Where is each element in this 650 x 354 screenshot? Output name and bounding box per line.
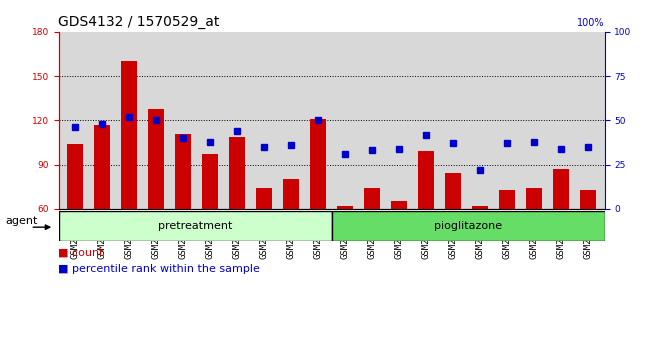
Bar [526, 188, 542, 209]
Text: ■ count: ■ count [58, 248, 104, 258]
Text: GDS4132 / 1570529_at: GDS4132 / 1570529_at [58, 16, 220, 29]
Text: 100%: 100% [577, 18, 605, 28]
Bar [391, 201, 407, 209]
Bar [283, 179, 299, 209]
Bar [332, 211, 604, 241]
Bar [202, 154, 218, 209]
Bar [418, 152, 434, 209]
Text: agent: agent [5, 216, 38, 226]
Bar [58, 211, 332, 241]
Bar [364, 188, 380, 209]
Bar [148, 109, 164, 209]
Bar [175, 133, 191, 209]
Text: ■ percentile rank within the sample: ■ percentile rank within the sample [58, 264, 261, 274]
Bar [256, 188, 272, 209]
Bar [310, 119, 326, 209]
Bar [66, 144, 83, 209]
Text: pretreatment: pretreatment [158, 221, 232, 231]
Bar [553, 169, 569, 209]
Bar [94, 125, 110, 209]
Bar [445, 173, 462, 209]
Bar [472, 206, 488, 209]
Bar [580, 190, 597, 209]
Bar [229, 137, 245, 209]
Bar [499, 190, 515, 209]
Text: pioglitazone: pioglitazone [434, 221, 502, 231]
Bar [121, 61, 137, 209]
Bar [337, 206, 353, 209]
